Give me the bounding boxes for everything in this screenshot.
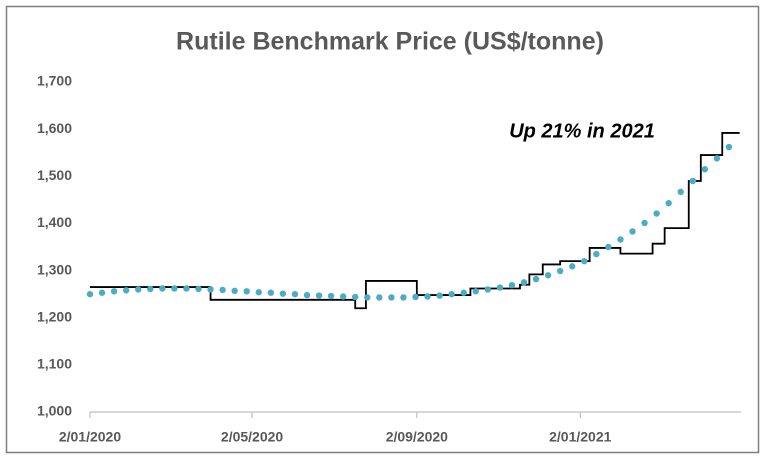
trend-dot <box>135 286 142 293</box>
trend-dot <box>412 293 419 301</box>
x-tick-label: 2/09/2020 <box>386 429 448 445</box>
trend-dot <box>388 294 395 301</box>
y-tick-label: 1,500 <box>37 167 72 183</box>
trend-dot <box>713 155 721 162</box>
trend-dot <box>98 289 106 296</box>
trend-dot <box>195 285 202 293</box>
annotation: Up 21% in 2021 <box>509 120 655 142</box>
trend-dot <box>207 286 214 293</box>
trend-dot <box>532 275 540 283</box>
trend-dot <box>122 287 130 294</box>
trend-dot <box>183 285 190 292</box>
trend-dot <box>593 250 600 258</box>
trend-dot <box>243 288 250 295</box>
trend-dot <box>544 272 552 279</box>
y-tick-label: 1,400 <box>37 214 72 230</box>
trend-dot <box>424 293 431 300</box>
y-tick-label: 1,200 <box>37 308 72 324</box>
chart-title: Rutile Benchmark Price (US$/tonne) <box>176 28 604 56</box>
y-tick-label: 1,700 <box>37 73 72 89</box>
trend-dot <box>279 290 287 297</box>
trend-dot <box>641 219 648 227</box>
trend-dot <box>339 293 347 300</box>
trend-dot <box>219 286 226 294</box>
trend-dot <box>496 284 504 291</box>
trend-dot <box>291 290 299 298</box>
trend-dot <box>376 294 383 301</box>
x-tick-label: 2/01/2021 <box>549 429 611 445</box>
y-tick-label: 1,100 <box>37 356 72 372</box>
trend-dot <box>569 263 576 270</box>
trend-dot <box>689 177 696 185</box>
trend-dot <box>171 285 178 292</box>
trend-dot <box>436 292 443 299</box>
trend-dot <box>255 289 262 296</box>
trend-dot <box>231 287 238 295</box>
trend-dot <box>400 294 407 301</box>
trend-dot <box>159 285 166 292</box>
trend-dot <box>472 288 479 295</box>
trend-dot <box>303 291 311 299</box>
trend-dot <box>315 292 323 299</box>
trend-dot <box>617 236 624 243</box>
trend-dot <box>653 210 660 217</box>
y-tick-label: 1,300 <box>37 261 72 277</box>
trend-dot <box>484 286 492 293</box>
trend-dot <box>267 289 275 296</box>
x-tick-label: 2/01/2020 <box>59 429 121 445</box>
trend-dot <box>110 288 118 295</box>
trend-dot <box>448 290 455 298</box>
trend-dot <box>581 257 588 265</box>
trend-dot <box>701 166 709 173</box>
x-tick-label: 2/05/2020 <box>221 429 283 445</box>
trend-dot <box>352 293 359 301</box>
trend-dot <box>86 290 94 298</box>
trend-dot <box>677 188 684 196</box>
trend-dot <box>364 294 371 301</box>
trend-dot <box>556 267 564 275</box>
trend-dot <box>605 243 612 251</box>
y-tick-label: 1,600 <box>37 120 72 136</box>
trend-dot <box>327 292 335 300</box>
trend-dot <box>665 199 672 207</box>
trend-dot <box>725 143 733 151</box>
trend-dot <box>147 285 154 293</box>
y-tick-label: 1,000 <box>37 403 72 419</box>
trend-dot <box>520 279 528 286</box>
chart-frame <box>5 5 760 454</box>
trend-dot <box>629 228 636 235</box>
trend-dot <box>460 289 467 296</box>
trend-dot <box>508 281 516 289</box>
